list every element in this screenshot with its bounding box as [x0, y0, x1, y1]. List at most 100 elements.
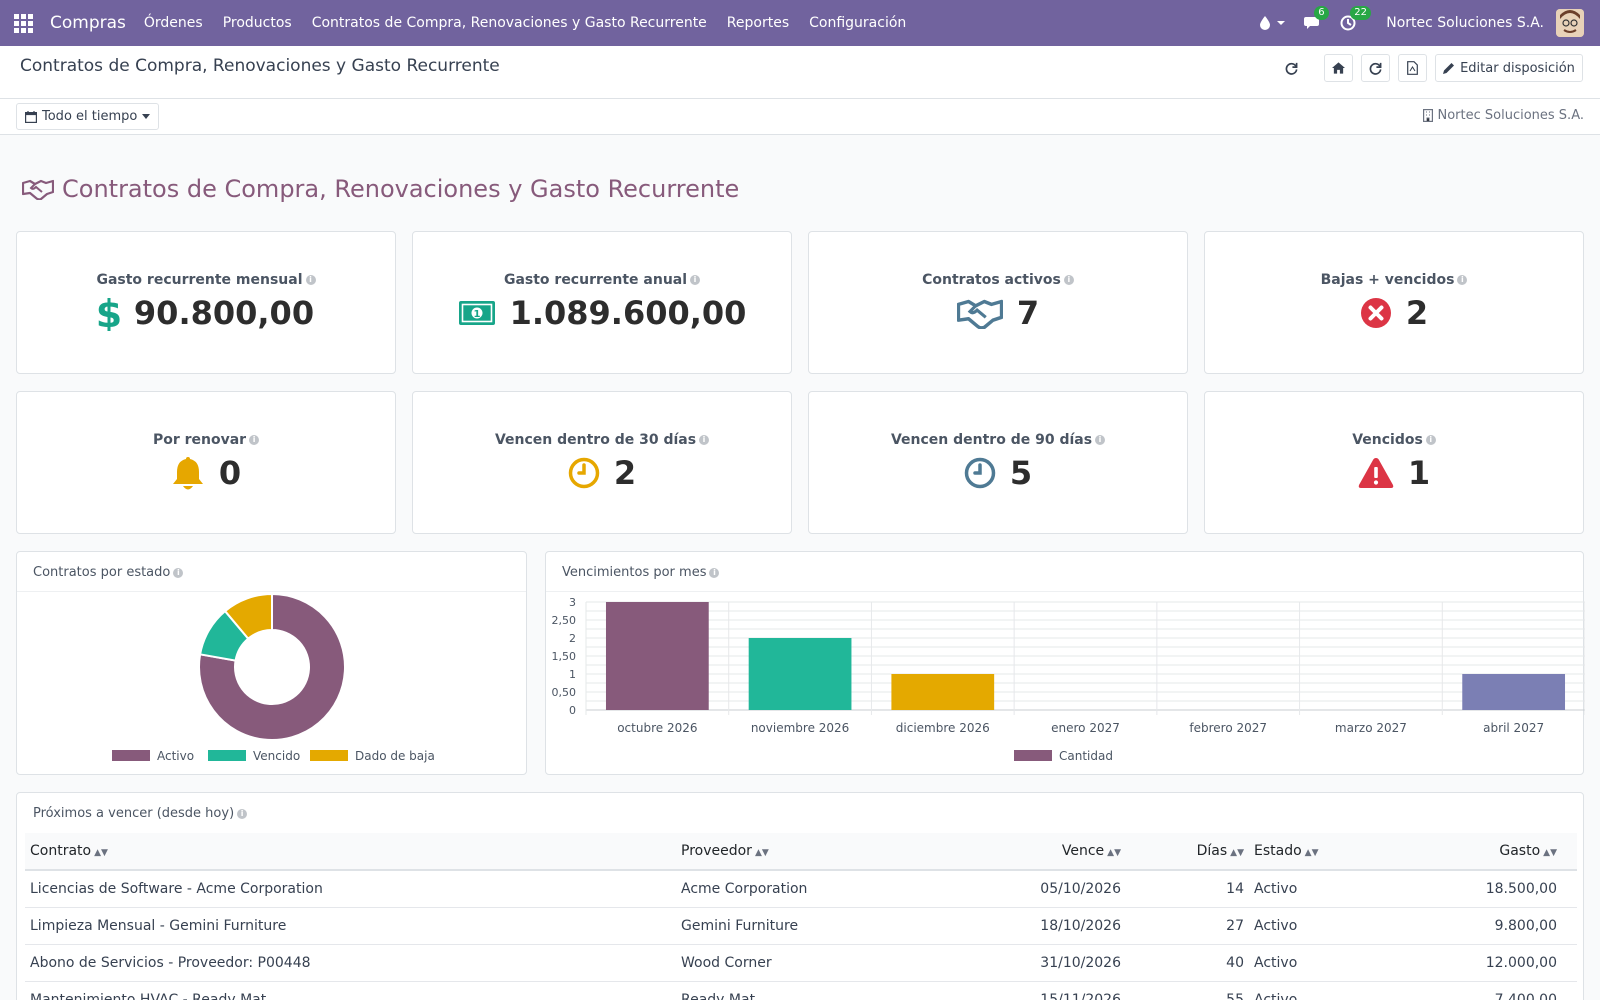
date-range-filter[interactable]: Todo el tiempo [16, 103, 160, 130]
info-icon[interactable]: i [690, 275, 701, 285]
debug-drop-icon[interactable] [1260, 16, 1286, 30]
kpi-cancelled-expired[interactable]: Bajas + vencidos i 2 [1204, 231, 1584, 374]
bar-chart[interactable]: 0 0,50 1 1,50 2 2,50 3 octubre 2026 noviembre 20… [546, 592, 1585, 776]
home-button[interactable] [1324, 54, 1353, 82]
reload-button[interactable] [1361, 54, 1390, 82]
user-avatar[interactable] [1556, 9, 1584, 37]
x-tick-label: diciembre 2026 [896, 721, 990, 735]
bar-noviembre-2026[interactable] [748, 638, 852, 710]
times-circle-icon [1360, 298, 1391, 328]
donut-chart[interactable]: Activo Vencido Dado de baja [17, 592, 528, 776]
cell-spend: 7.400,00 [1369, 981, 1577, 1000]
x-tick-label: octubre 2026 [617, 721, 697, 735]
column-header-dias[interactable]: Días ▲▼ [1126, 833, 1249, 871]
column-header-proveedor[interactable]: Proveedor ▲▼ [676, 833, 876, 871]
cell-vendor: Acme Corporation [676, 870, 876, 908]
table-row[interactable]: Licencias de Software - Acme Corporation… [25, 870, 1577, 908]
expirations-by-month-panel: Vencimientos por mes i 0 0,50 1 1,50 2 2,50 3 oc… [545, 551, 1585, 776]
clock-icon [568, 457, 600, 489]
sort-icon: ▲▼ [94, 848, 108, 858]
info-icon[interactable]: i [249, 435, 260, 445]
info-icon[interactable]: i [1425, 435, 1436, 445]
menu-contratos[interactable]: Contratos de Compra, Renovaciones y Gast… [311, 15, 707, 31]
messages-badge: 6 [1314, 6, 1329, 20]
kpi-monthly-spend[interactable]: Gasto recurrente mensual i $ 90.800,00 [16, 231, 396, 374]
info-icon[interactable]: i [709, 567, 720, 578]
app-brand[interactable]: Compras [50, 13, 126, 33]
cell-status: Activo [1249, 944, 1369, 982]
cell-spend: 9.800,00 [1369, 907, 1577, 945]
kpi-value: 7 [1016, 294, 1040, 332]
column-header-gasto[interactable]: Gasto ▲▼ [1369, 833, 1577, 871]
cell-status: Activo [1249, 907, 1369, 945]
cell-contract: Mantenimiento HVAC - Ready Mat [25, 981, 676, 1000]
legend-label[interactable]: Dado de baja [355, 749, 435, 763]
table-row[interactable]: Abono de Servicios - Proveedor: P00448 W… [25, 944, 1577, 982]
kpi-due-90-days[interactable]: Vencen dentro de 90 días i 5 [808, 391, 1188, 534]
info-icon[interactable]: i [237, 808, 248, 819]
cell-days: 55 [1126, 981, 1249, 1000]
activities-icon[interactable]: 22 [1340, 6, 1371, 31]
sort-icon: ▲▼ [1107, 848, 1121, 858]
handshake-icon [956, 299, 1003, 329]
kpi-value: 2 [1405, 294, 1429, 332]
kpi-expired[interactable]: Vencidos i 1 [1204, 391, 1584, 534]
kpi-annual-spend[interactable]: Gasto recurrente anual i 1 1.089.600,00 [412, 231, 792, 374]
activities-badge: 22 [1350, 6, 1371, 20]
cell-vendor: Ready Mat [676, 981, 876, 1000]
app-menu-icon[interactable] [0, 0, 46, 46]
bell-icon [172, 457, 203, 490]
menu-configuracion[interactable]: Configuración [809, 15, 907, 31]
refresh-icon [1285, 62, 1297, 75]
column-header-vence[interactable]: Vence ▲▼ [876, 833, 1126, 871]
menu-reportes[interactable]: Reportes [726, 15, 790, 31]
edit-layout-button[interactable]: Editar disposición [1435, 54, 1583, 82]
column-header-contrato[interactable]: Contrato ▲▼ [25, 833, 676, 871]
info-icon[interactable]: i [173, 567, 184, 578]
kpi-due-30-days[interactable]: Vencen dentro de 30 días i 2 [412, 391, 792, 534]
dashboard-title: Contratos de Compra, Renovaciones y Gast… [22, 175, 739, 203]
bar-diciembre-2026[interactable] [891, 674, 995, 710]
donut-slice-activo[interactable] [198, 592, 346, 741]
kpi-value: 1 [1407, 454, 1431, 492]
legend-label[interactable]: Vencido [253, 749, 300, 763]
panel-title: Contratos por estado [33, 565, 171, 580]
table-row[interactable]: Limpieza Mensual - Gemini Furniture Gemi… [25, 907, 1577, 945]
legend-label[interactable]: Activo [157, 749, 194, 763]
column-header-estado[interactable]: Estado ▲▼ [1249, 833, 1369, 871]
info-icon[interactable]: i [699, 435, 710, 445]
bar-octubre-2026[interactable] [605, 602, 709, 710]
messages-icon[interactable]: 6 [1304, 6, 1329, 31]
donut-slice-dado-de-baja[interactable] [223, 592, 273, 641]
export-pdf-button[interactable] [1398, 54, 1427, 82]
info-icon[interactable]: i [305, 275, 316, 285]
table-row[interactable]: Mantenimiento HVAC - Ready Mat Ready Mat… [25, 981, 1577, 1000]
info-icon[interactable]: i [1063, 275, 1074, 285]
sort-icon: ▲▼ [1543, 848, 1557, 858]
dashboard-title-text: Contratos de Compra, Renovaciones y Gast… [62, 175, 740, 203]
kpi-label: Contratos activos [922, 272, 1061, 288]
x-tick-label: enero 2027 [1051, 721, 1120, 735]
cell-contract: Licencias de Software - Acme Corporation [25, 870, 676, 908]
company-filter[interactable]: Nortec Soluciones S.A. [1422, 108, 1584, 123]
cell-due-date: 15/11/2026 [876, 981, 1126, 1000]
info-icon[interactable]: i [1095, 435, 1106, 445]
filter-bar: Todo el tiempo Nortec Soluciones S.A. [0, 99, 1600, 135]
bar-abril-2027[interactable] [1462, 674, 1566, 710]
kpi-label: Gasto recurrente anual [503, 272, 688, 288]
menu-ordenes[interactable]: Órdenes [143, 15, 203, 31]
legend-label[interactable]: Cantidad [1059, 749, 1113, 763]
kpi-label: Bajas + vencidos [1320, 272, 1455, 288]
calendar-icon [25, 110, 37, 123]
refresh-interval-button[interactable] [1277, 54, 1305, 82]
clock-icon [964, 457, 996, 489]
y-tick-label: 1 [569, 668, 576, 681]
company-switcher[interactable]: Nortec Soluciones S.A. [1386, 15, 1544, 31]
cell-days: 40 [1126, 944, 1249, 982]
info-icon[interactable]: i [1457, 275, 1468, 285]
kpi-to-renew[interactable]: Por renovar i 0 [16, 391, 396, 534]
menu-productos[interactable]: Productos [222, 15, 292, 31]
cell-status: Activo [1249, 981, 1369, 1000]
kpi-active-contracts[interactable]: Contratos activos i 7 [808, 231, 1188, 374]
home-icon [1332, 62, 1345, 74]
